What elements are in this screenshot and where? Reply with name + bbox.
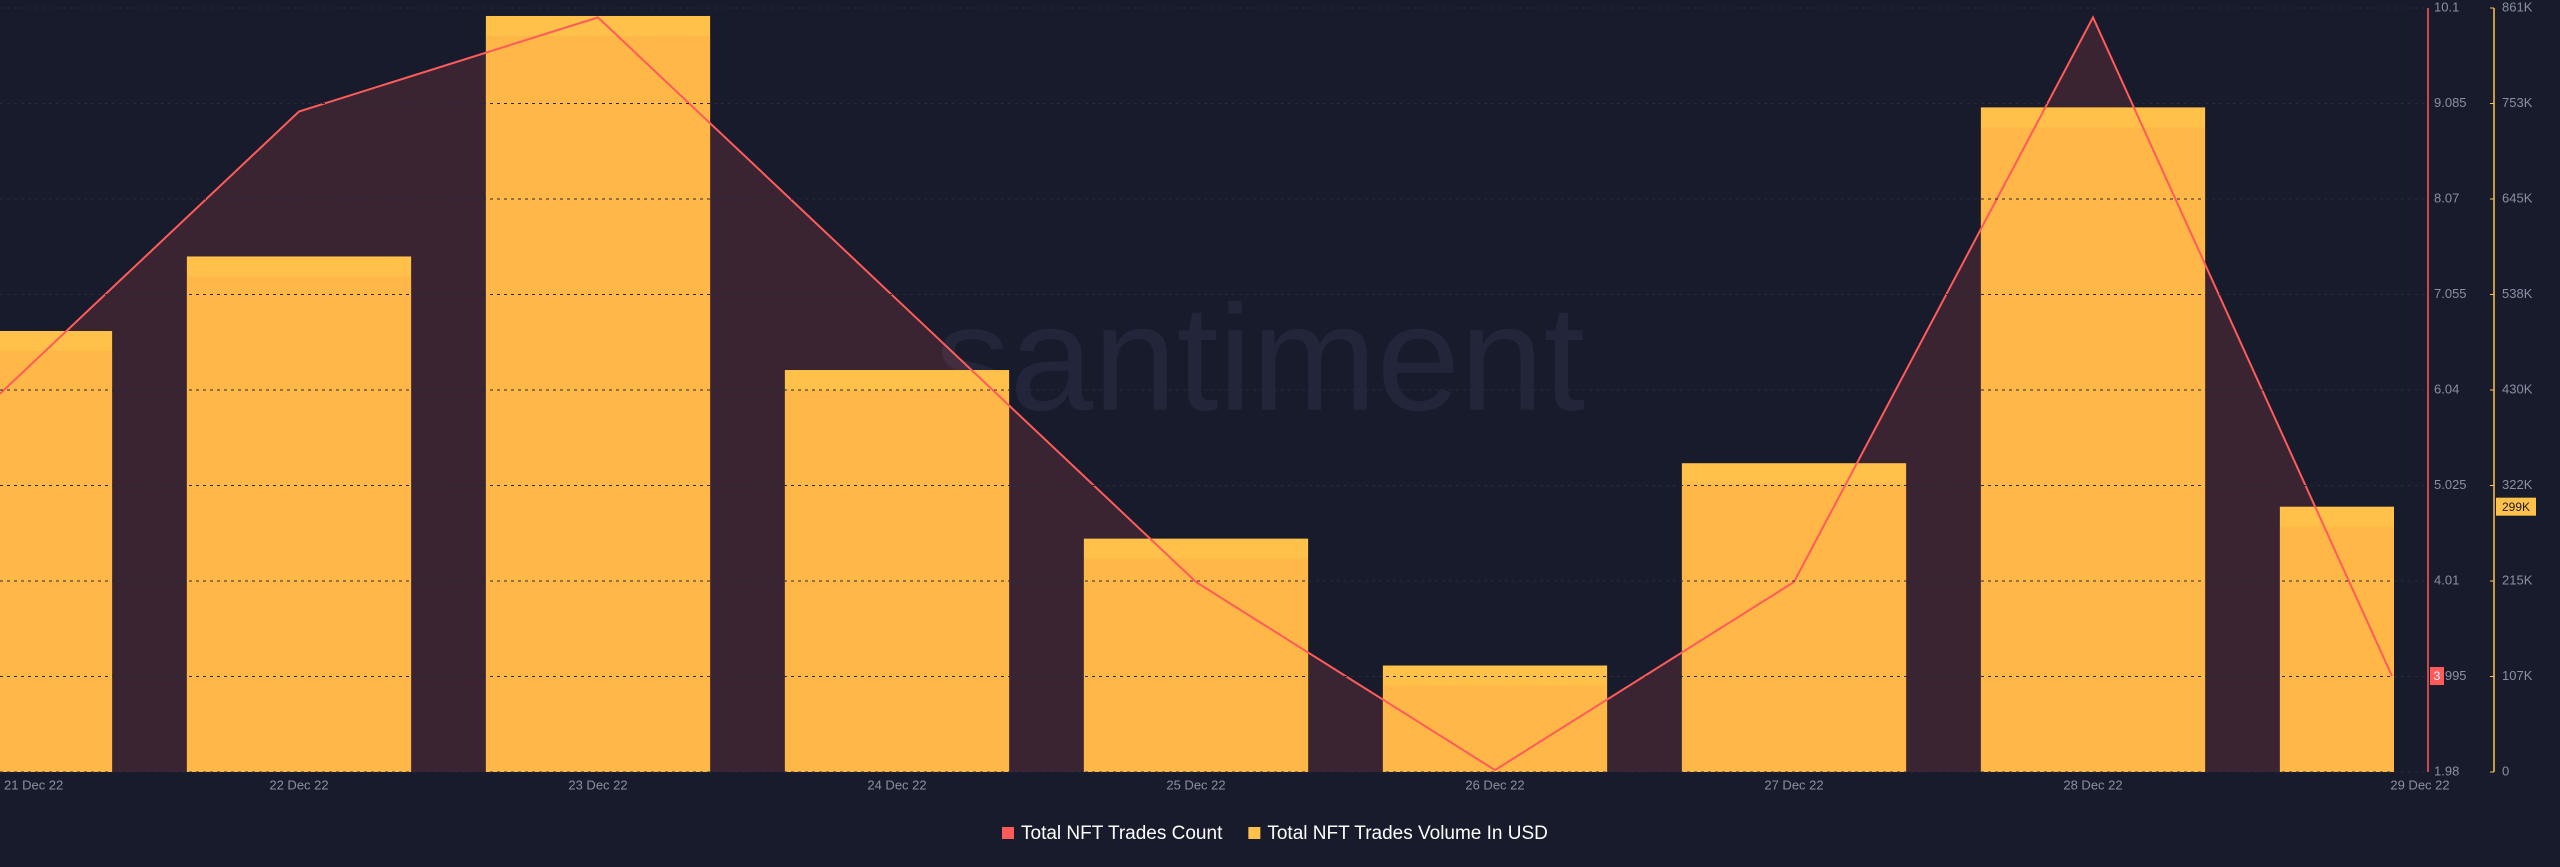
legend-swatch — [1002, 827, 1014, 839]
bar-shade — [2279, 526, 2394, 772]
bar — [1382, 665, 1608, 772]
legend-swatch — [1248, 827, 1261, 839]
bar — [1083, 538, 1309, 772]
x-tick-label: 24 Dec 22 — [867, 777, 926, 792]
y2-tick-label: 538K — [2502, 286, 2533, 301]
bar — [0, 330, 113, 772]
value-badge — [2496, 497, 2536, 516]
bar-shade — [1681, 483, 1907, 772]
line — [0, 15, 2393, 772]
x-tick-label: 23 Dec 22 — [568, 777, 627, 792]
y2-tick-label: 753K — [2502, 95, 2533, 110]
x-tick-label: 21 Dec 22 — [4, 777, 63, 792]
bar — [784, 370, 1010, 772]
legend-label: Total NFT Trades Volume In USD — [1267, 823, 1548, 844]
bar-shade — [186, 276, 412, 772]
y-tick-label: 6.04 — [2434, 381, 2459, 396]
plot-area — [0, 15, 2394, 773]
y-tick-label: 9.085 — [2434, 95, 2467, 110]
x-tick-label: 22 Dec 22 — [269, 777, 328, 792]
y2-tick-label: 430K — [2502, 381, 2533, 396]
bar-shade — [1083, 558, 1309, 772]
y-tick-label: 1.98 — [2434, 763, 2459, 778]
value-label: 3 — [2434, 669, 2441, 683]
x-tick-label: 26 Dec 22 — [1465, 777, 1524, 792]
watermark: santiment — [935, 274, 1585, 442]
x-tick-label: 28 Dec 22 — [2063, 777, 2122, 792]
value-badge — [2430, 667, 2444, 686]
x-tick-label: 27 Dec 22 — [1764, 777, 1823, 792]
y-tick-label: 8.07 — [2434, 190, 2459, 205]
y2-tick-label: 861K — [2502, 0, 2533, 14]
y2-tick-label: 645K — [2502, 190, 2533, 205]
bar-shade — [1382, 685, 1608, 772]
bar — [1681, 463, 1907, 772]
y-tick-label: 5.025 — [2434, 477, 2467, 492]
bar — [485, 15, 711, 772]
bar-shade — [0, 350, 113, 772]
y2-tick-label: 215K — [2502, 572, 2533, 587]
bar-shade — [485, 35, 711, 772]
x-tick-label: 25 Dec 22 — [1166, 777, 1225, 792]
y2-tick-label: 322K — [2502, 477, 2533, 492]
y-tick-label: 7.055 — [2434, 286, 2467, 301]
value-label: 299K — [2502, 500, 2530, 514]
x-tick-label: 29 Dec 22 — [2390, 777, 2449, 792]
y2-tick-label: 107K — [2502, 668, 2533, 683]
y-tick-label: 4.01 — [2434, 572, 2459, 587]
bar — [186, 256, 412, 772]
bar-shade — [1980, 127, 2206, 773]
y-tick-label: 10.1 — [2434, 0, 2459, 14]
y2-tick-label: 0 — [2502, 763, 2509, 778]
legend-label: Total NFT Trades Count — [1021, 823, 1223, 844]
bar — [1980, 107, 2206, 773]
